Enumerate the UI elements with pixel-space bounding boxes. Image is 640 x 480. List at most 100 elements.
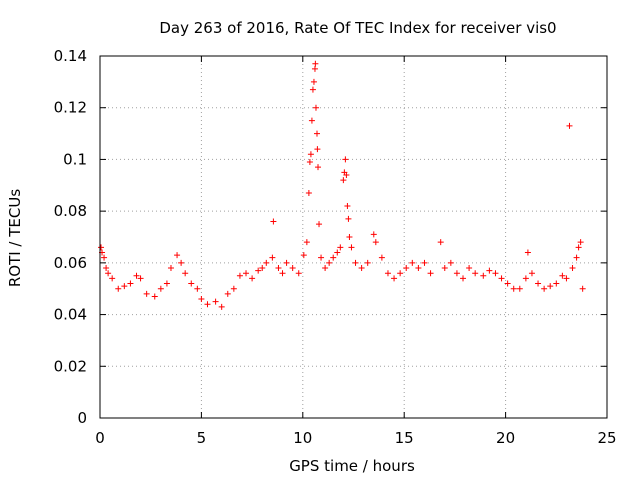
data-point (224, 290, 231, 297)
data-point (270, 218, 277, 225)
y-tick-label: 0.14 (54, 47, 87, 65)
data-point (524, 249, 531, 256)
data-point (441, 265, 448, 272)
data-point (340, 177, 347, 184)
data-point (364, 259, 371, 266)
data-point (334, 249, 341, 256)
data-point (348, 244, 355, 251)
data-point (466, 265, 473, 272)
data-point (314, 146, 321, 153)
data-point (566, 122, 573, 129)
data-point (303, 239, 310, 246)
data-point (403, 265, 410, 272)
data-points (98, 60, 586, 310)
data-point (188, 280, 195, 287)
data-point (249, 275, 256, 282)
data-point (358, 265, 365, 272)
data-point (310, 78, 317, 85)
data-point (243, 270, 250, 277)
data-point (98, 244, 105, 251)
data-point (212, 298, 219, 305)
x-tick-label: 10 (293, 429, 312, 447)
data-point (326, 259, 333, 266)
data-point (109, 275, 116, 282)
y-tick-label: 0.08 (54, 202, 87, 220)
data-point (289, 265, 296, 272)
x-tick-label: 25 (597, 429, 616, 447)
x-tick-label: 5 (197, 429, 207, 447)
data-point (316, 221, 323, 228)
y-tick-label: 0.02 (54, 357, 87, 375)
data-point (342, 156, 349, 163)
data-point (391, 275, 398, 282)
data-point (308, 117, 315, 124)
data-point (137, 275, 144, 282)
data-point (198, 296, 205, 303)
data-point (415, 265, 422, 272)
data-point (178, 259, 185, 266)
data-point (167, 265, 174, 272)
data-point (437, 239, 444, 246)
data-point (315, 164, 322, 171)
data-point (522, 275, 529, 282)
x-tick-label: 15 (395, 429, 414, 447)
data-point (492, 270, 499, 277)
y-tick-label: 0.1 (63, 150, 87, 168)
data-point (182, 270, 189, 277)
y-tick-label: 0.04 (54, 306, 87, 324)
data-point (305, 190, 312, 197)
x-tick-label: 20 (496, 429, 515, 447)
grid-lines (100, 56, 607, 418)
data-point (498, 275, 505, 282)
data-point (322, 265, 329, 272)
data-point (151, 293, 158, 300)
data-point (344, 202, 351, 209)
data-point (345, 215, 352, 222)
data-point (306, 159, 313, 166)
y-axis-ticks: 0 0.02 0.04 0.06 0.08 0.1 0.12 0.14 (54, 47, 607, 427)
data-point (516, 285, 523, 292)
data-point (453, 270, 460, 277)
plot-frame (99, 55, 608, 419)
data-point (230, 285, 237, 292)
data-point (143, 290, 150, 297)
data-point (409, 259, 416, 266)
data-point (218, 303, 225, 310)
data-point (204, 301, 211, 308)
data-point (236, 272, 243, 279)
data-point (283, 259, 290, 266)
data-point (105, 270, 112, 277)
data-point (309, 86, 316, 93)
data-point (330, 254, 337, 261)
data-point (313, 130, 320, 137)
data-point (279, 270, 286, 277)
data-point (337, 244, 344, 251)
data-point (472, 270, 479, 277)
data-point (318, 254, 325, 261)
data-point (384, 270, 391, 277)
y-axis-label: ROTI / TECUs (6, 189, 24, 287)
data-point (121, 283, 128, 290)
data-point (535, 280, 542, 287)
y-tick-label: 0 (77, 409, 87, 427)
data-point (378, 254, 385, 261)
data-point (346, 234, 353, 240)
data-point (133, 272, 140, 279)
data-point (427, 270, 434, 277)
data-point (307, 151, 314, 158)
x-axis-label: GPS time / hours (289, 457, 415, 475)
data-point (575, 244, 582, 251)
data-point (486, 267, 493, 274)
data-point (510, 285, 517, 292)
data-point (372, 239, 379, 246)
data-point (504, 280, 511, 287)
x-axis-ticks: 0 5 10 15 20 25 (95, 56, 617, 447)
data-point (579, 285, 586, 292)
data-point (343, 171, 350, 178)
data-point (577, 239, 584, 246)
x-tick-label: 0 (95, 429, 105, 447)
data-point (312, 60, 319, 67)
data-point (127, 280, 134, 287)
data-point (480, 272, 487, 279)
